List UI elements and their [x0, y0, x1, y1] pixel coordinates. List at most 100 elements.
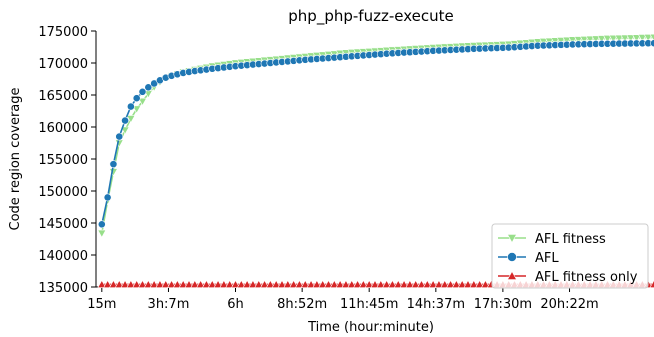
data-point	[120, 126, 130, 135]
legend-box	[491, 223, 649, 289]
x-tick-label: 11h:45m	[340, 297, 398, 312]
data-point	[300, 279, 310, 288]
data-point	[115, 132, 124, 141]
data-point	[579, 35, 589, 45]
y-tick-label: 150000	[38, 185, 88, 200]
data-point	[329, 279, 339, 288]
data-point	[591, 35, 601, 44]
data-point	[562, 36, 572, 45]
data-point	[475, 279, 485, 288]
y-tick-label: 145000	[38, 217, 88, 232]
data-point	[608, 34, 618, 44]
data-point	[271, 279, 281, 288]
data-point	[137, 279, 148, 288]
series-0	[97, 33, 654, 238]
data-point	[294, 279, 304, 288]
data-point	[97, 279, 107, 288]
data-point	[585, 35, 595, 44]
data-point	[114, 279, 124, 288]
data-point	[201, 279, 211, 288]
data-point	[149, 279, 159, 288]
data-point	[248, 279, 258, 288]
data-point	[650, 39, 654, 48]
data-point	[469, 279, 479, 288]
data-point	[411, 279, 421, 288]
data-point	[416, 279, 427, 288]
x-tick-label: 8h:52m	[277, 297, 327, 312]
data-point	[602, 35, 613, 44]
data-point	[643, 34, 653, 43]
data-point	[597, 35, 607, 44]
data-point	[387, 279, 397, 288]
data-point	[626, 34, 636, 43]
data-point	[184, 279, 194, 288]
data-point	[277, 279, 287, 288]
data-point	[126, 115, 136, 124]
data-point	[335, 279, 345, 288]
data-point	[422, 279, 432, 288]
legend-label: AFL	[535, 251, 559, 266]
data-point	[428, 279, 438, 288]
data-point	[190, 279, 200, 288]
data-point	[312, 279, 322, 288]
data-point	[207, 279, 217, 288]
data-point	[318, 279, 328, 288]
data-point	[480, 279, 490, 288]
data-point	[132, 279, 142, 288]
data-point	[114, 139, 124, 148]
data-point	[213, 279, 223, 288]
y-tick-label: 160000	[38, 121, 88, 136]
data-point	[155, 279, 165, 288]
series-1	[97, 39, 654, 229]
x-tick-label: 15m	[87, 297, 116, 312]
data-point	[323, 279, 334, 288]
data-point	[364, 279, 374, 288]
data-point	[265, 279, 275, 288]
legend-marker	[506, 270, 518, 280]
data-point	[405, 279, 415, 288]
data-point	[97, 220, 106, 229]
data-point	[463, 279, 473, 288]
data-point	[440, 279, 450, 288]
y-tick-label: 155000	[38, 153, 88, 168]
data-point	[103, 279, 113, 288]
data-point	[254, 279, 264, 288]
legend: AFL fitness AFL AFL fitness only	[491, 223, 649, 289]
data-point	[167, 279, 177, 288]
data-point	[242, 279, 252, 288]
x-tick-label: 14h:37m	[407, 297, 465, 312]
data-point	[161, 279, 171, 288]
x-tick-label: 20h:22m	[540, 297, 598, 312]
data-point	[260, 279, 270, 288]
y-tick-label: 140000	[38, 249, 88, 264]
data-point	[121, 116, 129, 125]
y-tick-label: 170000	[38, 57, 88, 72]
data-point	[126, 279, 136, 288]
data-point	[132, 94, 141, 103]
data-point	[103, 193, 112, 202]
data-point	[137, 97, 148, 107]
data-point	[109, 160, 118, 169]
x-axis-ticks: 15m 3h:7m 6h 8h:52m 11h:45m 14h:37m 17h:30m 20h…	[87, 287, 599, 312]
data-point	[132, 105, 142, 114]
data-point	[283, 279, 293, 288]
data-point	[97, 229, 107, 238]
y-tick-label: 175000	[38, 25, 88, 40]
data-point	[126, 102, 135, 111]
data-point	[108, 168, 118, 177]
data-point	[196, 279, 206, 288]
data-point	[451, 279, 461, 288]
data-point	[347, 279, 357, 288]
x-axis-title: Time (hour:minute)	[307, 320, 434, 335]
data-point	[434, 279, 444, 288]
data-point	[393, 279, 403, 288]
data-point	[225, 279, 235, 288]
legend-label: AFL fitness only	[535, 270, 638, 285]
data-point	[370, 279, 380, 288]
data-point	[108, 279, 118, 288]
data-point	[568, 36, 578, 45]
data-point	[358, 279, 368, 288]
data-point	[457, 279, 467, 288]
legend-marker	[506, 234, 518, 244]
